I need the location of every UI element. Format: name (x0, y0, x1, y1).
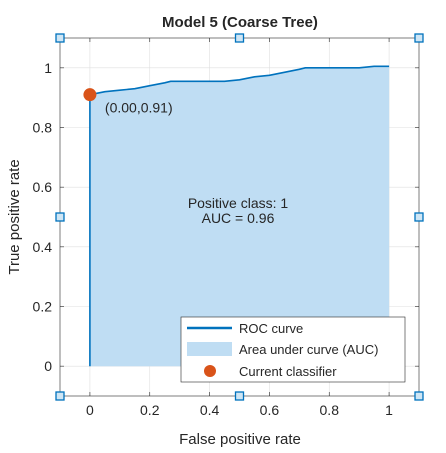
legend-classifier-label: Current classifier (239, 364, 337, 379)
marker-layer: (0.00,0.91) (83, 88, 173, 116)
legend-area-swatch (187, 342, 232, 356)
current-classifier-point (83, 88, 97, 102)
x-tick-label: 0.2 (140, 402, 160, 418)
selection-handle[interactable] (414, 212, 424, 222)
area-layer (89, 66, 390, 367)
y-tick-label: 0.8 (33, 120, 53, 136)
legend-area-label: Area under curve (AUC) (239, 342, 378, 357)
x-axis-label: False positive rate (179, 431, 301, 448)
selection-handle[interactable] (55, 212, 65, 222)
y-tick-label: 1 (44, 60, 52, 76)
roc-curve-line (89, 65, 390, 367)
x-tick-label: 0.4 (200, 402, 220, 418)
y-axis-label: True positive rate (6, 159, 23, 274)
y-tick-label: 0.2 (33, 299, 53, 315)
selection-handle[interactable] (55, 391, 65, 401)
selection-handle[interactable] (234, 391, 245, 401)
selection-handles[interactable] (55, 33, 424, 401)
axis-ticks: 0 0.2 0.4 0.6 0.8 1 0 0.2 0.4 0.6 0.8 1 (33, 38, 419, 418)
y-tick-label: 0.4 (33, 239, 53, 255)
selection-handle[interactable] (414, 391, 424, 401)
x-tick-label: 1 (385, 402, 393, 418)
positive-class-annotation: Positive class: 1 (188, 195, 289, 211)
auc-annotation: AUC = 0.96 (202, 210, 275, 226)
legend-classifier-swatch (204, 365, 216, 377)
legend[interactable]: ROC curve Area under curve (AUC) Current… (180, 316, 406, 383)
legend-roc-label: ROC curve (239, 321, 303, 336)
x-tick-label: 0 (86, 402, 94, 418)
x-tick-label: 0.8 (320, 402, 340, 418)
curve-layer (89, 65, 390, 367)
selection-handle[interactable] (414, 33, 424, 43)
current-classifier-label: (0.00,0.91) (105, 100, 173, 116)
selection-handle[interactable] (234, 33, 245, 43)
selection-handle[interactable] (55, 33, 65, 43)
y-tick-label: 0.6 (33, 179, 53, 195)
auc-area (89, 66, 390, 367)
y-tick-label: 0 (44, 358, 52, 374)
chart-title: Model 5 (Coarse Tree) (162, 14, 318, 31)
x-tick-label: 0.6 (260, 402, 280, 418)
